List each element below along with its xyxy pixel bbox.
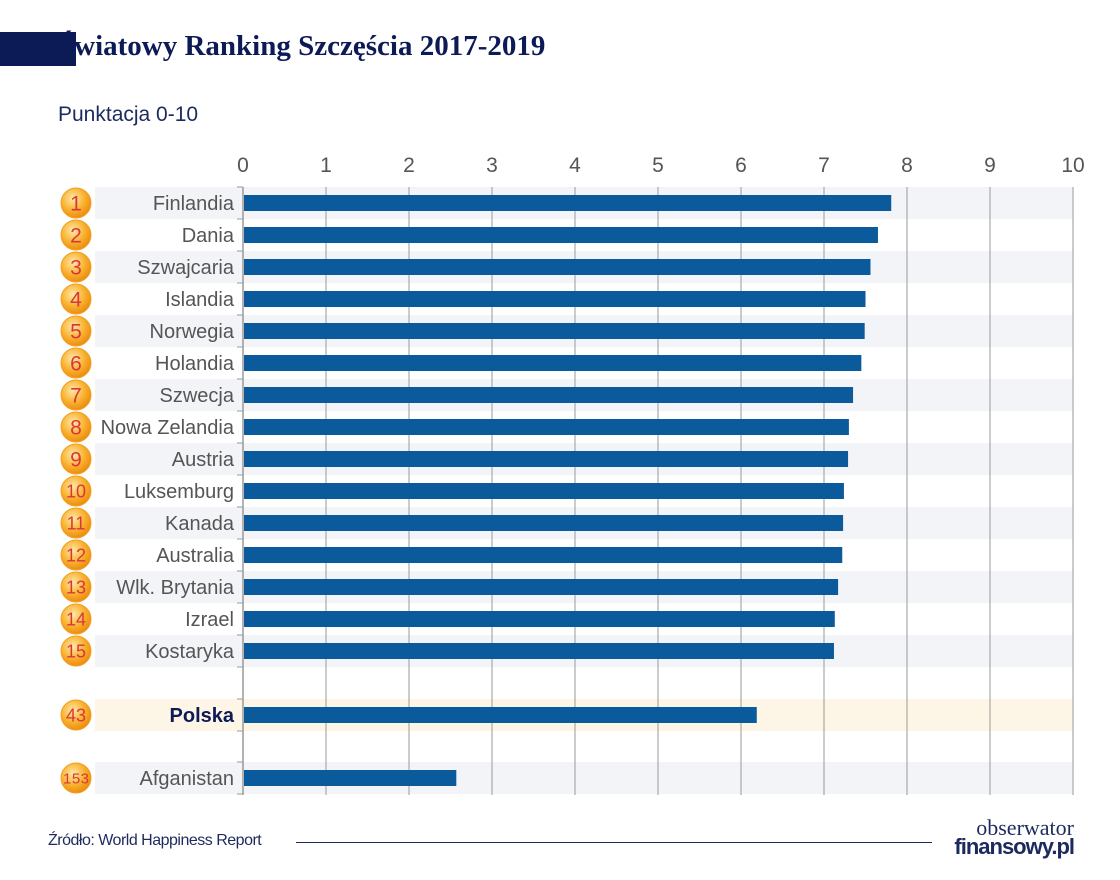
rank-badge (60, 635, 92, 667)
rank-number: 9 (70, 449, 82, 472)
bar-holandia (244, 355, 862, 371)
x-tick-label: 8 (901, 154, 913, 177)
bar-dania (244, 227, 878, 243)
bar-kanada (244, 515, 844, 531)
rank-badge (60, 283, 92, 315)
bar-izrael (244, 611, 835, 627)
row-background (95, 762, 1073, 794)
country-label: Australia (156, 545, 235, 567)
rank-badge (60, 315, 92, 347)
rank-badge (60, 411, 92, 443)
country-label: Holandia (155, 353, 235, 375)
x-tick-label: 4 (569, 154, 581, 177)
rank-badge (60, 539, 92, 571)
bar-wlk-brytania (244, 579, 839, 595)
rank-badge (60, 347, 92, 379)
country-label: Islandia (165, 289, 235, 311)
country-label: Kanada (165, 513, 235, 535)
rank-badge (60, 187, 92, 219)
rank-number: 43 (66, 705, 86, 725)
title-accent-bar (0, 32, 76, 66)
x-tick-label: 0 (237, 154, 249, 177)
country-label: Szwecja (160, 385, 235, 407)
country-label: Norwegia (150, 321, 235, 343)
bar-afganistan (244, 770, 457, 786)
rank-number: 10 (66, 481, 86, 501)
x-tick-label: 10 (1061, 154, 1084, 177)
rank-badge (60, 603, 92, 635)
source-divider (296, 842, 932, 843)
bar-luksemburg (244, 483, 844, 499)
rank-number: 3 (70, 257, 82, 280)
rank-number: 1 (70, 193, 82, 216)
bar-kostaryka (244, 643, 834, 659)
rank-number: 4 (70, 289, 82, 312)
country-label: Izrael (185, 609, 234, 631)
rank-badge (60, 475, 92, 507)
rank-badge (60, 507, 92, 539)
x-tick-label: 2 (403, 154, 415, 177)
rank-badge (60, 219, 92, 251)
x-tick-label: 5 (652, 154, 664, 177)
country-label: Dania (182, 225, 235, 247)
logo-line2: finansowy.pl (954, 834, 1075, 859)
chart-title: Światowy Ranking Szczęścia 2017-2019 (58, 30, 546, 62)
x-tick-label: 6 (735, 154, 747, 177)
rank-number: 153 (63, 770, 89, 787)
country-label: Szwajcaria (137, 257, 235, 279)
logo: obserwator finansowy.pl (942, 815, 1075, 859)
country-label: Wlk. Brytania (116, 577, 235, 599)
country-label: Nowa Zelandia (101, 417, 235, 439)
x-tick-label: 9 (984, 154, 996, 177)
rank-number: 5 (70, 321, 82, 344)
country-label: Luksemburg (124, 481, 234, 503)
rank-number: 13 (66, 577, 86, 597)
bar-szwajcaria (244, 259, 871, 275)
x-tick-label: 1 (320, 154, 332, 177)
bar-nowa-zelandia (244, 419, 849, 435)
country-label: Austria (172, 449, 235, 471)
rank-number: 2 (70, 225, 82, 248)
country-label: Finlandia (153, 193, 235, 215)
x-tick-label: 3 (486, 154, 498, 177)
rank-number: 8 (70, 417, 82, 440)
rank-number: 14 (66, 609, 86, 629)
rank-badge (60, 762, 92, 794)
rank-badge (60, 443, 92, 475)
rank-badge (60, 251, 92, 283)
bar-austria (244, 451, 849, 467)
bar-australia (244, 547, 843, 563)
x-tick-label: 7 (818, 154, 830, 177)
bar-szwecja (244, 387, 854, 403)
rank-badge (60, 699, 92, 731)
rank-number: 15 (66, 641, 86, 661)
rank-number: 6 (70, 353, 82, 376)
country-label: Polska (170, 705, 235, 727)
axis-label: Punktacja 0-10 (58, 103, 199, 126)
bar-norwegia (244, 323, 865, 339)
rank-badge (60, 379, 92, 411)
source-note: Źródło: World Happiness Report (48, 832, 262, 849)
bar-finlandia (244, 195, 892, 211)
rank-number: 12 (66, 545, 86, 565)
rank-number: 11 (67, 513, 86, 533)
country-label: Afganistan (139, 768, 234, 790)
country-label: Kostaryka (145, 641, 235, 663)
rank-number: 7 (70, 385, 82, 408)
rank-badge (60, 571, 92, 603)
bar-islandia (244, 291, 866, 307)
logo-line1: obserwator (976, 815, 1074, 840)
bar-polska (244, 707, 757, 723)
